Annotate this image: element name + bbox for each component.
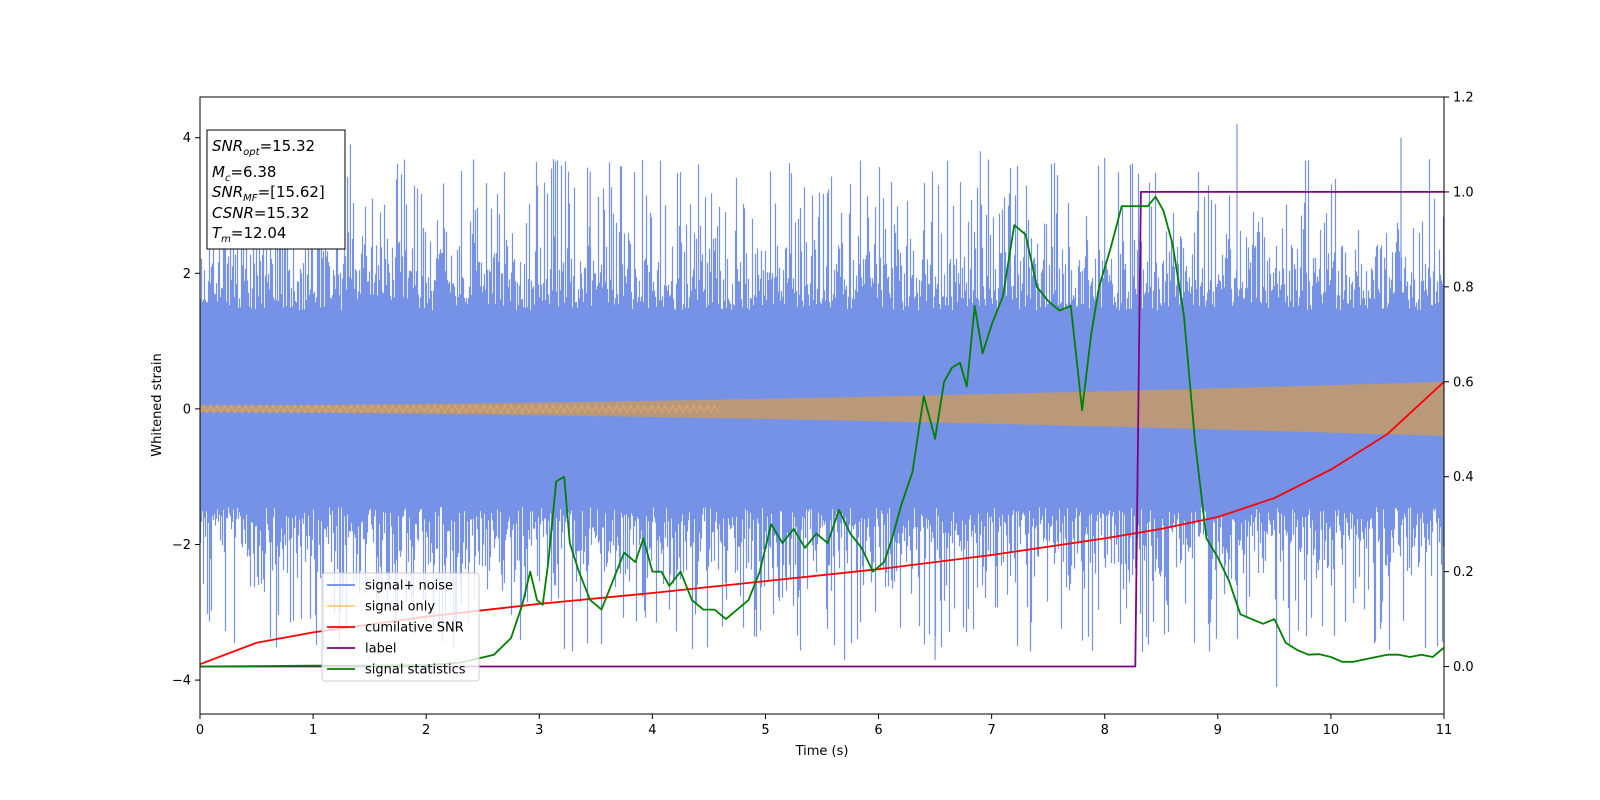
label-line: [200, 191, 1444, 668]
x-tick-label: 10: [1323, 723, 1340, 738]
legend-label: signal only: [365, 600, 435, 615]
y-axis-left: −4 −2 0 2 4: [172, 131, 200, 689]
x-tick-label: 11: [1436, 723, 1453, 738]
legend: signal+ noise signal only cumilative SNR la…: [321, 572, 480, 682]
y-right-tick-label: 0.8: [1453, 280, 1474, 295]
x-tick-label: 2: [422, 723, 430, 738]
x-axis-label: Time (s): [795, 744, 849, 759]
x-tick-label: 3: [535, 723, 543, 738]
y-right-tick-label: 1.0: [1453, 185, 1474, 200]
annotation-line: SNRMF=[15.62]: [212, 183, 325, 204]
y-left-tick-label: 4: [183, 131, 191, 146]
annotation-line: CSNR=15.32: [212, 204, 309, 222]
annotation-line: Tm=12.04: [212, 224, 286, 245]
legend-label: signal statistics: [365, 663, 466, 678]
signal-statistics-line: [200, 195, 1444, 668]
signal-only-trace: [200, 404, 719, 414]
x-tick-label: 8: [1101, 723, 1109, 738]
x-tick-label: 1: [309, 723, 317, 738]
y-axis-label: Whitened strain: [150, 353, 165, 456]
y-right-tick-label: 1.2: [1453, 91, 1474, 106]
y-right-tick-label: 0.2: [1453, 565, 1474, 580]
y-right-tick-label: 0.6: [1453, 375, 1474, 390]
legend-label: label: [365, 642, 396, 657]
y-left-tick-label: −4: [172, 674, 191, 689]
x-tick-label: 4: [648, 723, 656, 738]
x-tick-label: 9: [1214, 723, 1222, 738]
y-left-tick-label: −2: [172, 538, 191, 553]
legend-frame: [321, 572, 480, 682]
annotation-frame: [206, 129, 346, 250]
y-left-tick-label: 2: [183, 267, 191, 282]
x-tick-label: 0: [196, 723, 204, 738]
annotation-line: SNRopt=15.32: [212, 137, 315, 158]
x-tick-label: 5: [761, 723, 769, 738]
y-left-tick-label: 0: [183, 402, 191, 417]
y-axis-right: 0.0 0.2 0.4 0.6 0.8 1.0 1.2: [1444, 91, 1474, 675]
signal-only-series: [200, 381, 1444, 436]
annotation-box: SNRopt=15.32 Mc=6.38SNRMF=[15.62]CSNR=15.…: [206, 129, 346, 250]
y-right-tick-label: 0.0: [1453, 660, 1474, 675]
x-tick-label: 6: [874, 723, 882, 738]
plot-frame: [199, 96, 1445, 715]
y-right-tick-label: 0.4: [1453, 470, 1474, 485]
legend-label: signal+ noise: [365, 579, 453, 594]
x-tick-label: 7: [987, 723, 995, 738]
annotation-line: Mc=6.38: [212, 163, 276, 184]
signal-only-band: [200, 381, 1444, 436]
x-axis: 0 1 2 3 4 5 6 7 8 9 10 11: [196, 714, 1452, 738]
legend-label: cumilative SNR: [365, 621, 464, 636]
